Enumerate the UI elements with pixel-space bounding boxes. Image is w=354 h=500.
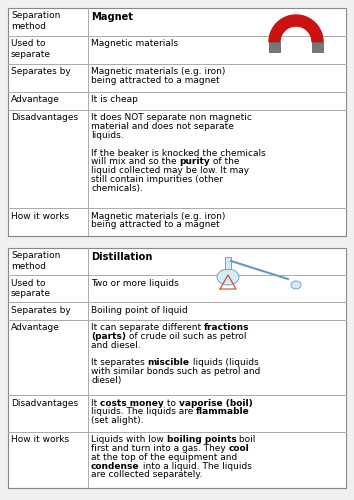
Text: purity: purity [179,158,210,166]
Text: flammable: flammable [196,408,250,416]
Text: It separates: It separates [91,358,148,367]
Text: Used to
separate: Used to separate [11,278,51,298]
Text: costs money: costs money [100,398,164,407]
Text: material and does not separate: material and does not separate [91,122,234,131]
Text: miscible: miscible [148,358,190,367]
Text: Separates by: Separates by [11,306,71,314]
Text: Magnet: Magnet [91,12,133,22]
Text: Separation
method: Separation method [11,252,61,271]
Text: boil: boil [236,436,256,444]
Text: are collected separately.: are collected separately. [91,470,202,480]
Text: Separation
method: Separation method [11,12,61,31]
Text: How it works: How it works [11,212,69,220]
Text: at the top of the equipment and: at the top of the equipment and [91,453,237,462]
Text: to: to [164,398,179,407]
Bar [269,42,280,52]
Text: fractions: fractions [204,323,250,332]
Text: Disadvantages: Disadvantages [11,114,78,122]
Text: Advantage: Advantage [11,323,60,332]
Text: vaporise (boil): vaporise (boil) [179,398,252,407]
Text: diesel): diesel) [91,376,121,384]
Text: Liquids with low: Liquids with low [91,436,167,444]
Text: Magnetic materials (e.g. iron): Magnetic materials (e.g. iron) [91,68,225,76]
Text: being attracted to a magnet: being attracted to a magnet [91,76,219,86]
Text: It does NOT separate non magnetic: It does NOT separate non magnetic [91,114,252,122]
Text: If the beaker is knocked the chemicals: If the beaker is knocked the chemicals [91,148,266,158]
Text: and diesel.: and diesel. [91,340,141,349]
Text: liquids (liquids: liquids (liquids [190,358,258,367]
Text: of the: of the [210,158,240,166]
Text: Separates by: Separates by [11,68,71,76]
Text: condense: condense [91,462,139,470]
Ellipse shape [291,281,301,289]
Text: liquid collected may be low. It may: liquid collected may be low. It may [91,166,249,175]
Text: first and turn into a gas. They: first and turn into a gas. They [91,444,229,453]
Bar [312,42,323,52]
Text: It can separate different: It can separate different [91,323,204,332]
Text: Distillation: Distillation [91,252,152,262]
Text: liquids. The liquids are: liquids. The liquids are [91,408,196,416]
Text: will mix and so the: will mix and so the [91,158,179,166]
Text: How it works: How it works [11,436,69,444]
Text: Magnetic materials: Magnetic materials [91,40,178,48]
Text: with similar bonds such as petrol and: with similar bonds such as petrol and [91,367,261,376]
Text: It: It [91,398,100,407]
Text: Two or more liquids: Two or more liquids [91,278,179,287]
Text: Magnetic materials (e.g. iron): Magnetic materials (e.g. iron) [91,212,225,220]
Bar [8,8,346,236]
Text: Used to
separate: Used to separate [11,40,51,59]
Ellipse shape [217,269,239,285]
Text: Advantage: Advantage [11,96,60,104]
Text: liquids.: liquids. [91,131,124,140]
Text: Disadvantages: Disadvantages [11,398,78,407]
Text: still contain impurities (other: still contain impurities (other [91,175,223,184]
Bar [8,248,346,488]
Bar [225,257,231,269]
Text: of crude oil such as petrol: of crude oil such as petrol [126,332,246,341]
Text: being attracted to a magnet: being attracted to a magnet [91,220,219,230]
Text: Boiling point of liquid: Boiling point of liquid [91,306,188,314]
Text: boiling points: boiling points [167,436,236,444]
Polygon shape [269,15,323,42]
Text: into a liquid. The liquids: into a liquid. The liquids [139,462,251,470]
Text: (parts): (parts) [91,332,126,341]
Text: It is cheap: It is cheap [91,96,138,104]
Text: (set alight).: (set alight). [91,416,143,425]
Text: cool: cool [229,444,249,453]
Text: chemicals).: chemicals). [91,184,143,192]
